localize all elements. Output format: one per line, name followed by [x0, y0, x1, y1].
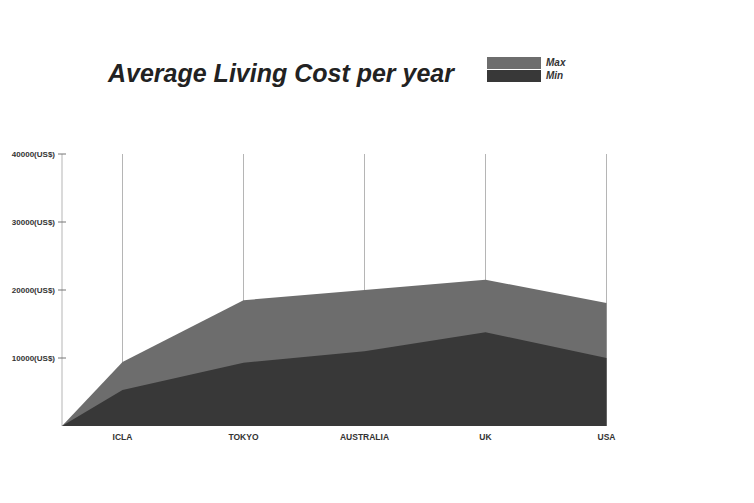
x-tick-label: ICLA — [113, 432, 133, 442]
legend-label: Min — [546, 70, 563, 81]
x-tick-label: TOKYO — [228, 432, 258, 442]
legend: Max Min — [487, 57, 566, 82]
x-tick-label: AUSTRALIA — [340, 432, 389, 442]
y-tick-label: 40000(US$) — [12, 150, 55, 159]
chart-title: Average Living Cost per year — [107, 59, 455, 87]
legend-swatch — [487, 70, 541, 82]
y-ticks: 10000(US$) 20000(US$) 30000(US$) 40000(US$) — [12, 150, 66, 363]
legend-swatch — [487, 57, 541, 69]
x-ticks: ICLA TOKYO AUSTRALIA UK USA — [113, 432, 616, 442]
legend-label: Max — [546, 57, 566, 68]
y-tick — [58, 358, 66, 359]
area-max — [62, 280, 607, 426]
y-tick-label: 20000(US$) — [12, 286, 55, 295]
plot-area — [62, 280, 607, 426]
y-tick — [58, 222, 66, 223]
chart-container: Average Living Cost per year Max Min 10000(… — [0, 0, 754, 503]
chart-svg: Average Living Cost per year Max Min 10000(… — [0, 0, 754, 503]
x-tick-label: UK — [479, 432, 492, 442]
area-min — [62, 332, 607, 426]
y-tick — [58, 154, 66, 155]
y-tick-label: 10000(US$) — [12, 354, 55, 363]
x-tick-label: USA — [598, 432, 616, 442]
y-tick-label: 30000(US$) — [12, 218, 55, 227]
y-tick — [58, 290, 66, 291]
